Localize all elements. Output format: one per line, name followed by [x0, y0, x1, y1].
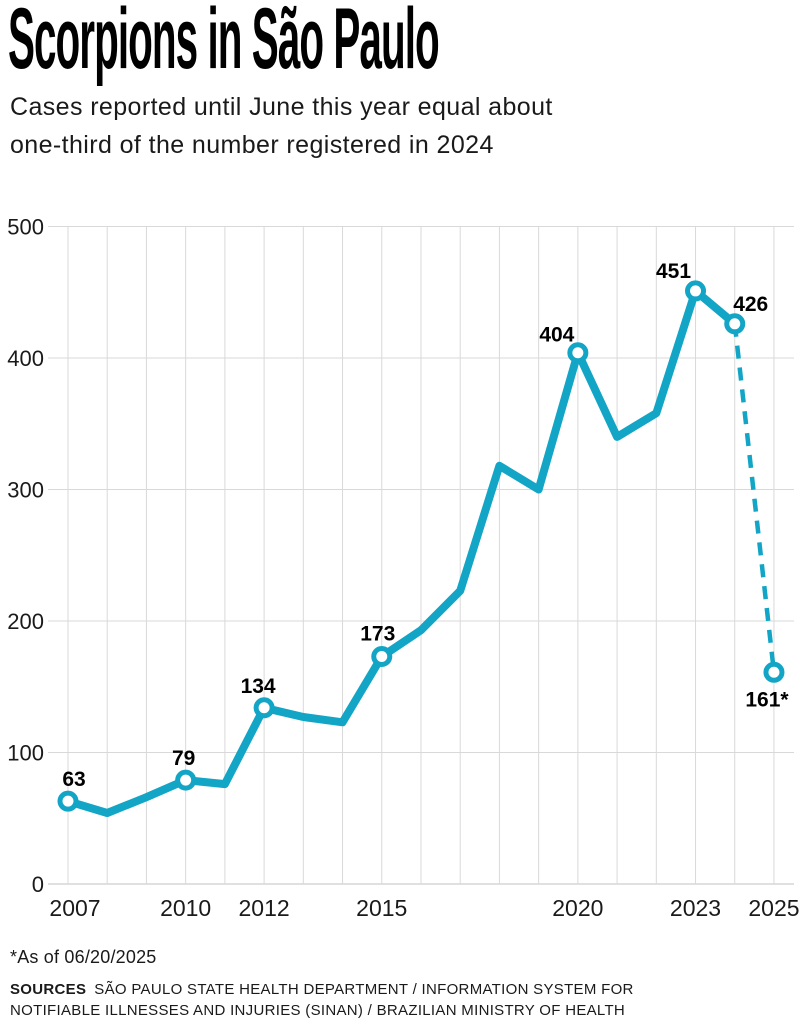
- data-point-marker: [253, 697, 275, 719]
- data-line-solid: [64, 286, 739, 817]
- y-tick-label: 200: [7, 609, 44, 634]
- x-tick-label: 2025: [748, 895, 799, 921]
- y-tick-label: 400: [7, 346, 44, 371]
- data-point-label: 63: [62, 768, 85, 791]
- page-title: Scorpions in São Paulo: [8, 0, 440, 87]
- data-point-marker: [685, 280, 707, 302]
- y-tick-label: 300: [7, 478, 44, 503]
- x-tick-label: 2023: [670, 895, 721, 921]
- data-point-marker: [371, 646, 393, 668]
- data-point-label: 173: [360, 623, 395, 646]
- x-tick-label: 2015: [356, 895, 407, 921]
- x-tick-label: 2020: [552, 895, 603, 921]
- data-point-marker: [57, 790, 79, 812]
- data-point-label: 161*: [745, 688, 789, 711]
- chart-footnote: *As of 06/20/2025: [10, 947, 157, 967]
- data-point-marker: [175, 769, 197, 791]
- data-point-label: 404: [539, 324, 574, 347]
- y-tick-label: 500: [7, 215, 44, 240]
- sources-text-2: NOTIFIABLE ILLNESSES AND INJURIES (SINAN…: [10, 1002, 626, 1019]
- data-point-marker: [567, 342, 589, 364]
- sources-label: SOURCES: [10, 981, 87, 998]
- chart-subtitle: Cases reported until June this year equa…: [10, 88, 553, 164]
- sources-text-1: SÃO PAULO STATE HEALTH DEPARTMENT / INFO…: [94, 981, 634, 998]
- data-line-dashed: [732, 323, 777, 673]
- subtitle-line-2: one-third of the number registered in 20…: [10, 131, 494, 159]
- data-point-label: 426: [733, 293, 768, 316]
- data-point-marker: [724, 313, 746, 335]
- x-tick-label: 2007: [49, 895, 100, 921]
- data-point-marker: [763, 661, 785, 683]
- data-point-label: 134: [241, 675, 276, 698]
- sources-line-1: SOURCES SÃO PAULO STATE HEALTH DEPARTMENT…: [10, 979, 634, 1000]
- chart-sources: SOURCES SÃO PAULO STATE HEALTH DEPARTMENT…: [10, 979, 634, 1021]
- data-point-label: 79: [172, 747, 195, 770]
- subtitle-line-1: Cases reported until June this year equa…: [10, 93, 553, 121]
- y-tick-label: 0: [32, 872, 44, 897]
- x-tick-label: 2010: [160, 895, 211, 921]
- x-tick-label: 2012: [239, 895, 290, 921]
- y-tick-label: 100: [7, 741, 44, 766]
- data-point-label: 451: [656, 260, 691, 283]
